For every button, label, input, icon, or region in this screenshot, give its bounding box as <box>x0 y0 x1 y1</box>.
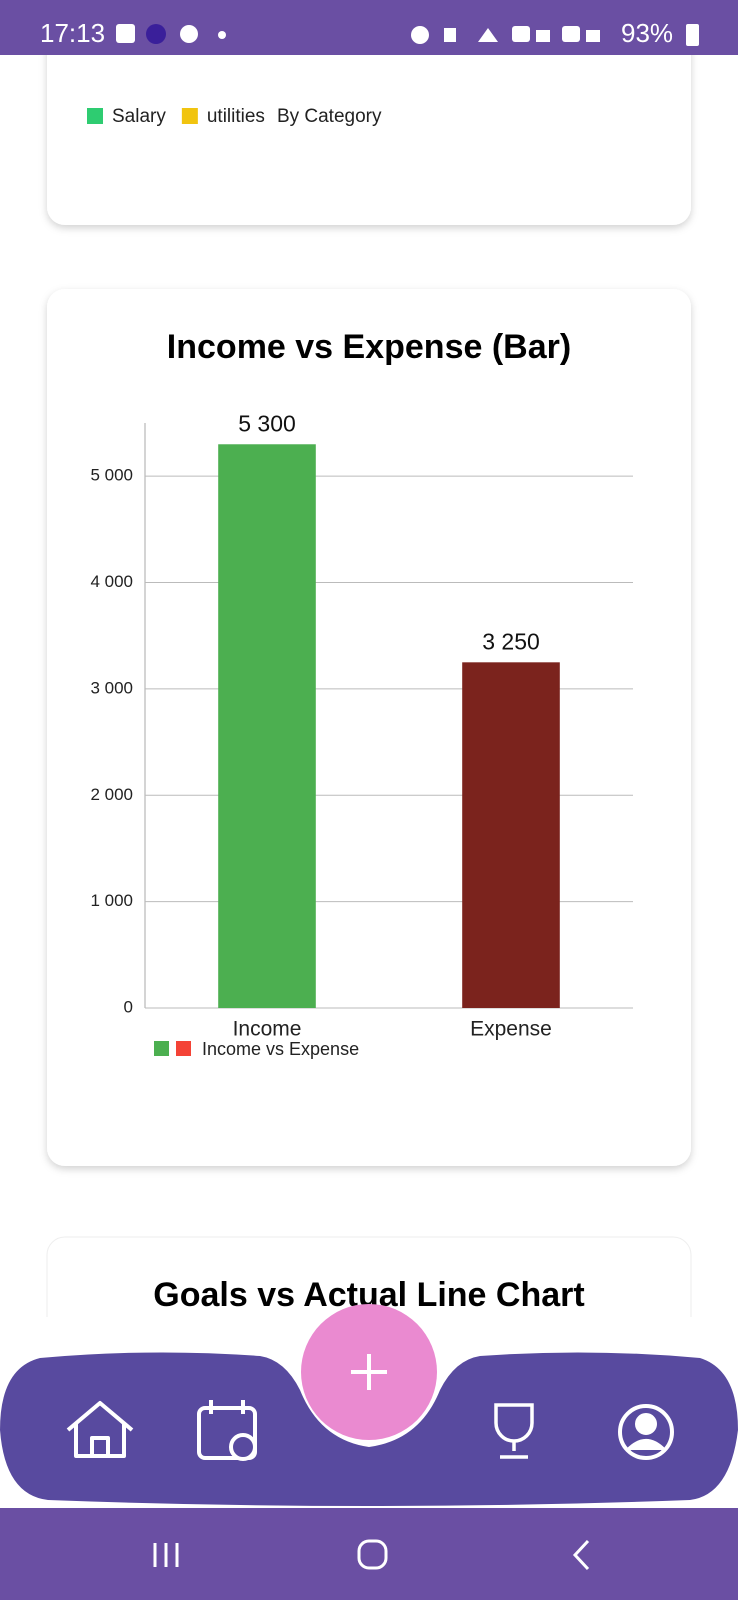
legend-caption: By Category <box>277 106 382 127</box>
gallery-icon <box>116 24 135 43</box>
legend-label: Income vs Expense <box>202 1039 359 1059</box>
bell-icon <box>146 24 166 44</box>
content: Salary utilities By Category Income vs Exp… <box>46 55 692 1317</box>
system-nav <box>0 1508 738 1600</box>
y-tick-label: 4 000 <box>90 572 133 591</box>
trophy-tab[interactable] <box>494 1403 534 1459</box>
y-tick-label: 5 000 <box>90 466 133 485</box>
calendar-tab[interactable] <box>197 1400 257 1461</box>
x-tick-label: Income <box>233 1018 302 1041</box>
y-tick-label: 2 000 <box>90 785 133 804</box>
dot-icon <box>218 31 226 39</box>
battery-text: 93% <box>621 18 673 48</box>
value-label: 3 250 <box>482 628 540 654</box>
y-tick-label: 3 000 <box>90 678 133 697</box>
chart-title: Income vs Expense (Bar) <box>167 328 571 366</box>
y-tick-label: 0 <box>124 997 133 1016</box>
home-tab[interactable] <box>66 1401 134 1458</box>
value-label: 5 300 <box>238 410 296 436</box>
recents-button[interactable] <box>153 1543 179 1567</box>
profile-tab[interactable] <box>618 1404 674 1460</box>
bottom-nav <box>0 1352 738 1506</box>
category-legend: Salary utilities By Category <box>87 106 382 127</box>
snapchat-icon <box>180 25 198 43</box>
legend-swatch <box>87 108 103 124</box>
bar <box>218 444 316 1009</box>
bar <box>462 662 560 1008</box>
legend-label: utilities <box>207 106 265 127</box>
home-button[interactable] <box>357 1539 388 1570</box>
x-tick-label: Expense <box>470 1018 552 1041</box>
chart: 0 1 000 2 000 3 000 4 000 5 000 Income 5 300 Exp… <box>90 410 633 1059</box>
legend-label: Salary <box>112 106 166 127</box>
chart-card <box>47 289 691 1166</box>
legend-swatch <box>176 1041 191 1056</box>
category-card <box>47 55 691 225</box>
back-button[interactable] <box>572 1539 590 1571</box>
status-icons <box>411 26 600 44</box>
next-card <box>46 1236 692 1317</box>
add-icon <box>351 1354 387 1390</box>
status-time: 17:13 <box>40 18 105 48</box>
legend-swatch <box>181 108 198 124</box>
battery-icon <box>686 24 699 46</box>
legend-swatch <box>154 1041 169 1056</box>
y-tick-label: 1 000 <box>90 891 133 910</box>
